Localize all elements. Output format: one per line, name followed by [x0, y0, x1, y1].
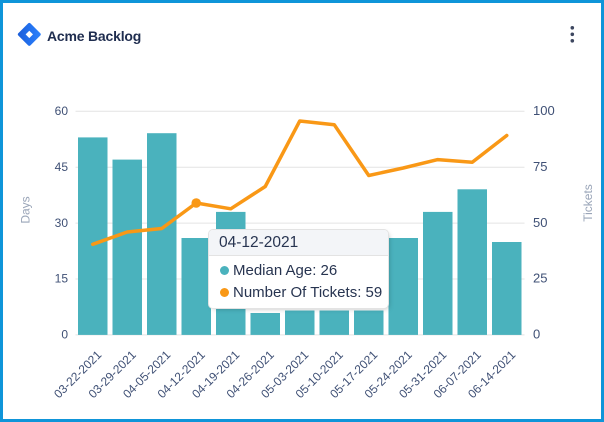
svg-text:15: 15	[55, 272, 69, 286]
svg-text:Days: Days	[19, 196, 33, 223]
svg-text:30: 30	[55, 216, 69, 230]
svg-text:0: 0	[533, 327, 540, 342]
svg-text:0: 0	[61, 328, 68, 342]
svg-text:50: 50	[533, 215, 547, 230]
svg-text:25: 25	[533, 271, 547, 286]
svg-text:Tickets: Tickets	[581, 184, 595, 222]
svg-text:75: 75	[533, 159, 547, 174]
svg-text:100: 100	[533, 103, 555, 118]
svg-text:45: 45	[55, 160, 69, 174]
svg-text:60: 60	[55, 104, 69, 118]
